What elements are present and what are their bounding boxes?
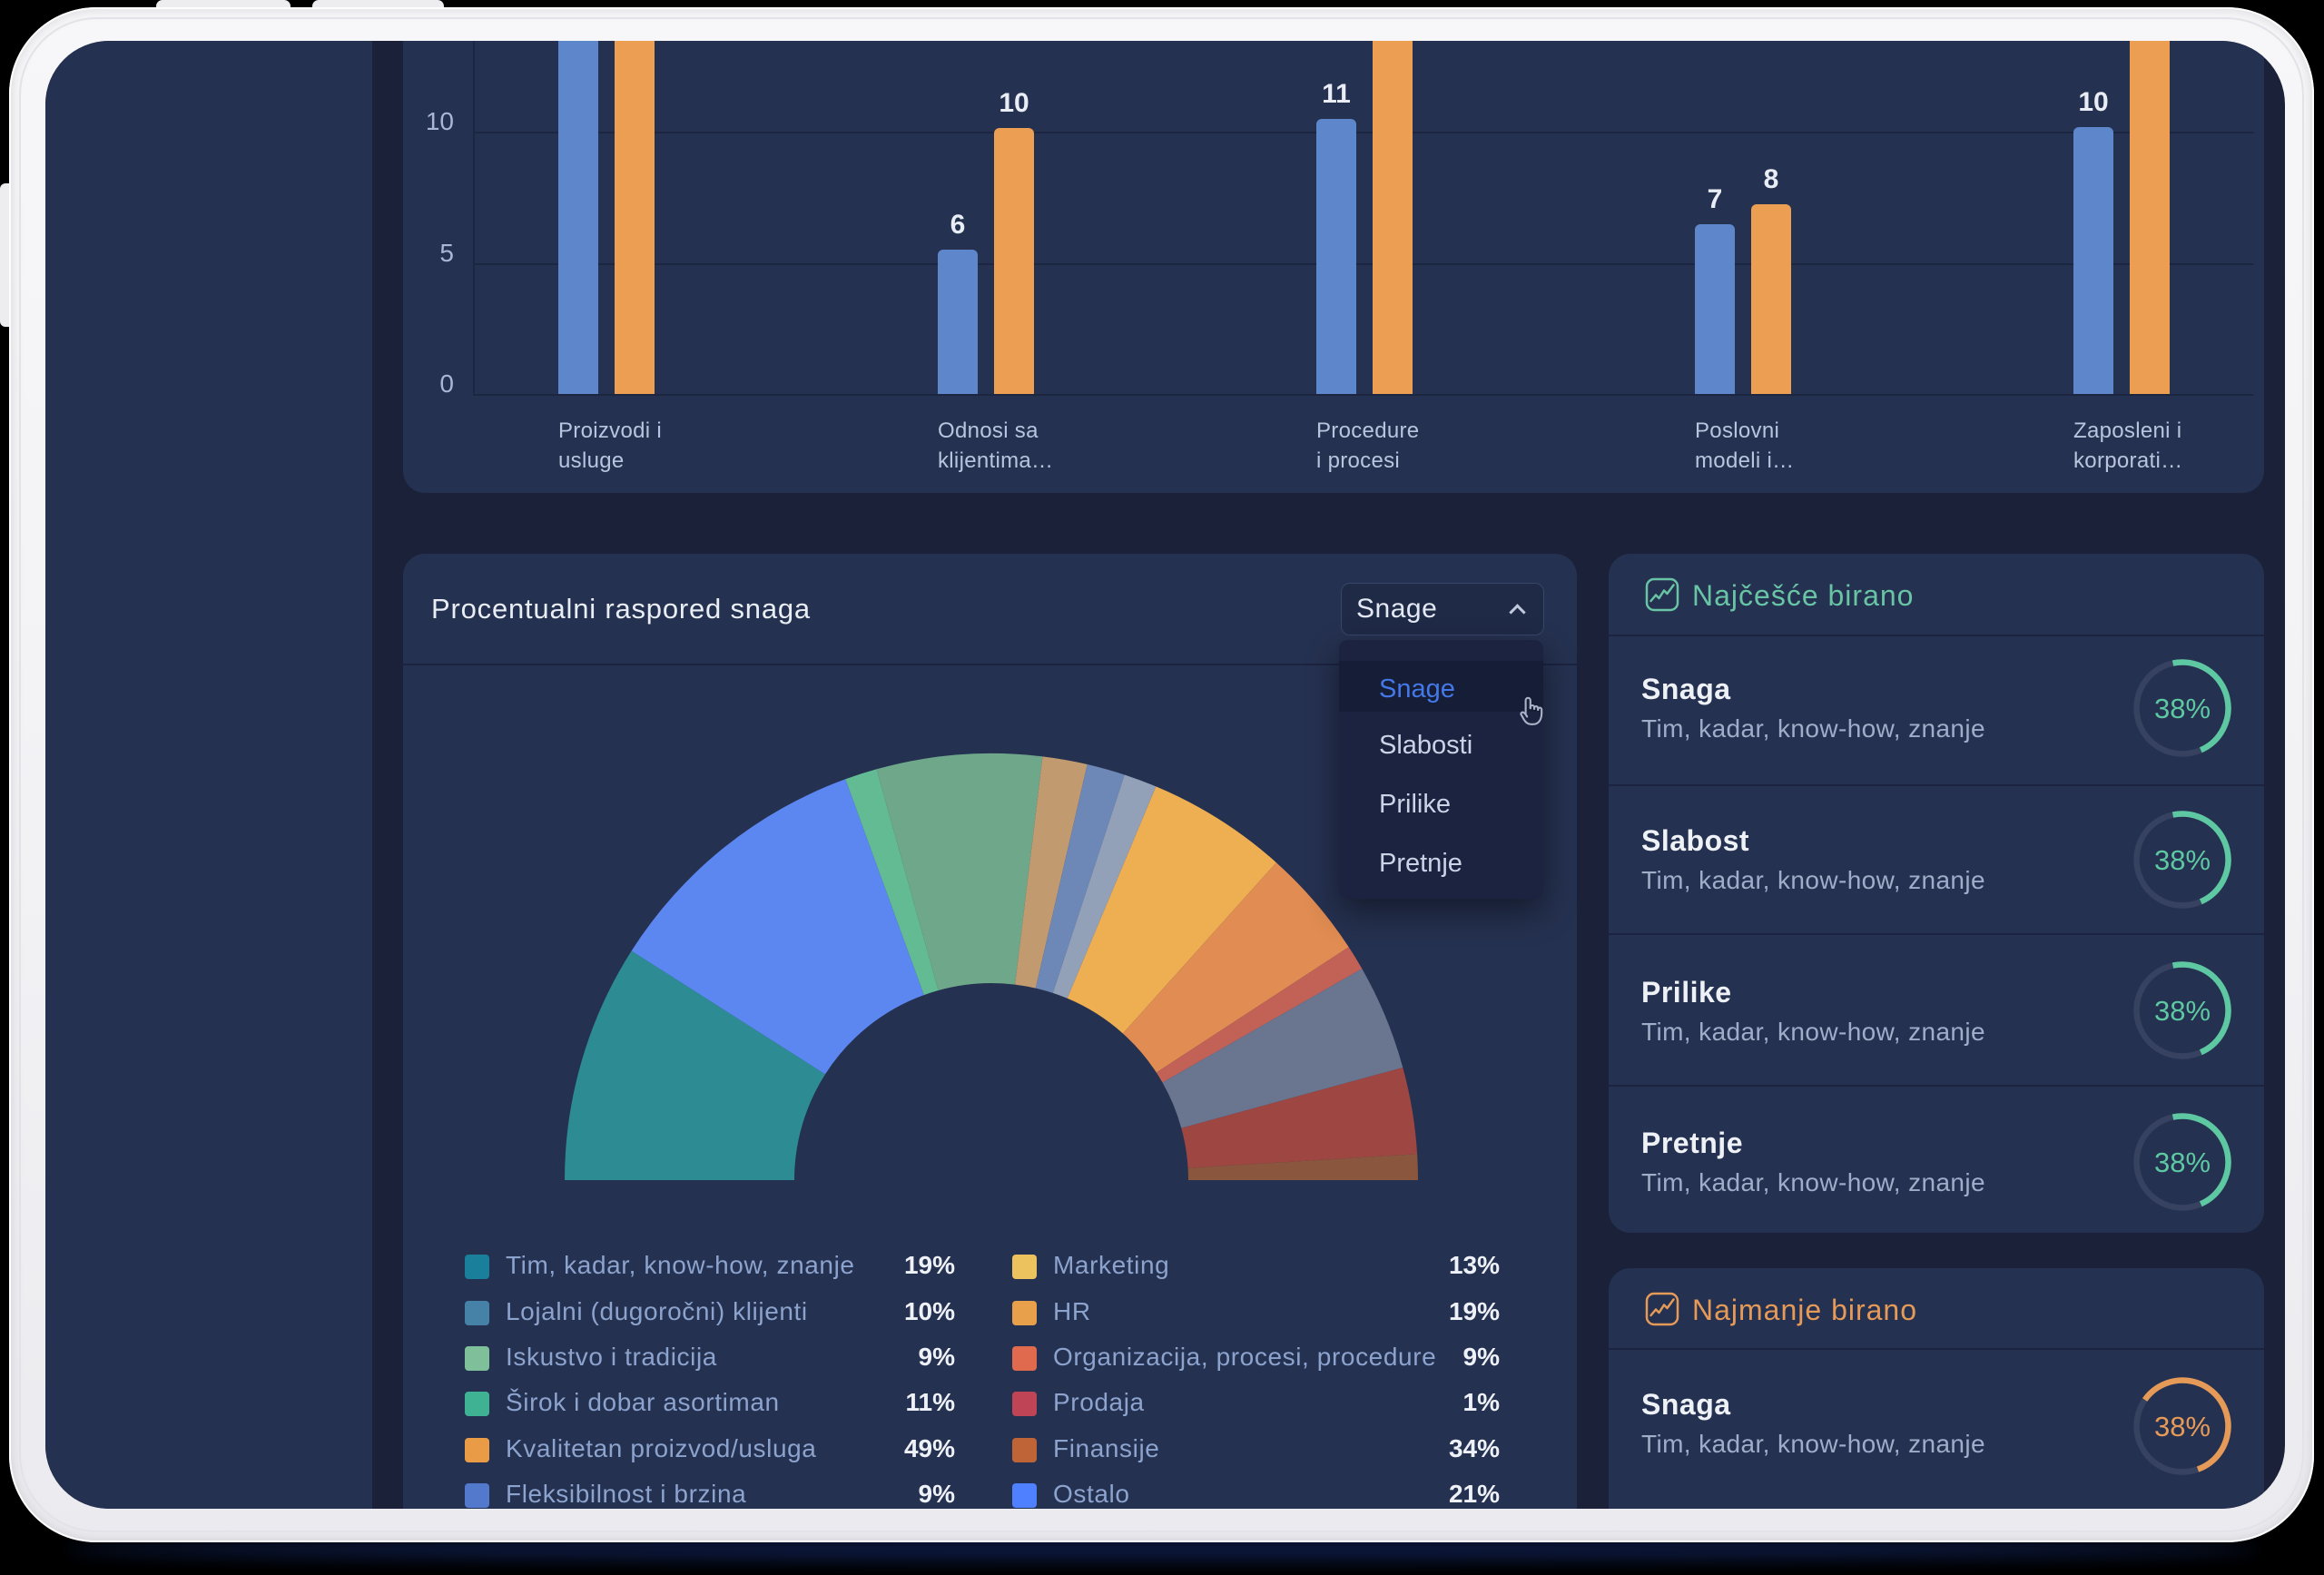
svg-text:38%: 38% [2154,693,2211,724]
svg-text:38%: 38% [2154,995,2211,1027]
svg-text:38%: 38% [2154,1411,2211,1442]
svg-text:38%: 38% [2154,1147,2211,1178]
svg-text:38%: 38% [2154,844,2211,876]
